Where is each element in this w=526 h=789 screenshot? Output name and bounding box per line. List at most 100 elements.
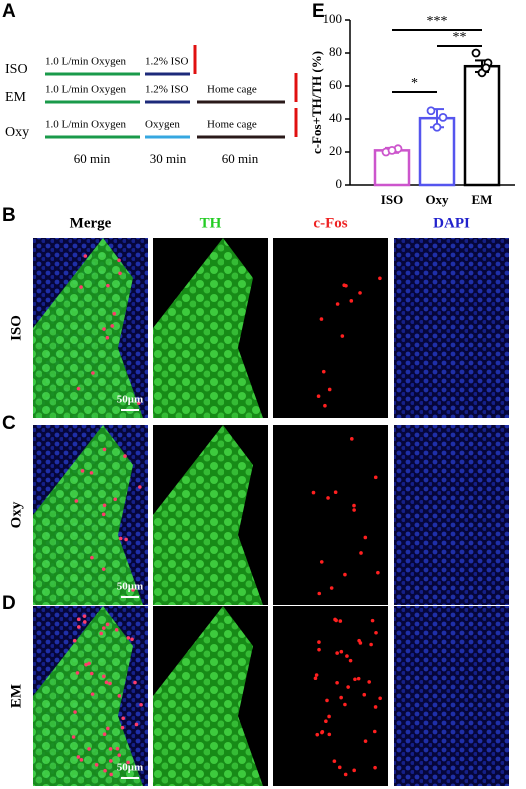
cfos-cell <box>352 508 356 512</box>
micrograph-bg <box>394 425 509 605</box>
cfos-cell <box>348 658 353 663</box>
cfos-cell <box>102 327 106 331</box>
cfos-cell <box>110 324 115 328</box>
significance-label: ** <box>453 30 467 45</box>
protocol-step-label: 1.2% ISO <box>145 56 188 68</box>
row-label: EM <box>8 684 24 708</box>
cfos-cell <box>346 685 350 689</box>
cfos-cell <box>76 617 81 622</box>
panel-label: A <box>2 1 16 22</box>
cfos-cell <box>106 726 110 731</box>
cfos-cell <box>89 471 94 475</box>
cfos-cell <box>112 311 117 316</box>
cfos-cell <box>74 499 79 503</box>
cfos-cell <box>76 755 81 759</box>
significance-label: *** <box>427 14 448 29</box>
th-signal <box>153 238 263 418</box>
micrograph: 50μm <box>33 425 148 605</box>
channel-title: Merge <box>70 215 112 231</box>
cfos-cell <box>139 702 143 707</box>
data-point <box>426 106 436 116</box>
cfos-cell <box>101 567 106 571</box>
cfos-cell <box>101 512 106 517</box>
micrograph <box>273 238 388 418</box>
cfos-cell <box>376 570 380 575</box>
cfos-cell <box>89 671 94 676</box>
protocol-row-label: Oxy <box>5 125 29 140</box>
cfos-cell <box>126 760 130 765</box>
cfos-cell <box>352 768 356 773</box>
y-axis-label: c-Fos+TH/TH (%) <box>309 51 324 154</box>
cfos-cell <box>77 625 81 629</box>
cfos-cell <box>317 591 322 596</box>
cfos-cell <box>99 631 104 636</box>
panel-label: B <box>2 205 16 226</box>
cfos-cell <box>113 497 118 502</box>
row-label: Oxy <box>8 501 24 528</box>
data-point <box>471 48 481 58</box>
y-tick-label: 60 <box>329 77 342 92</box>
cfos-cell <box>335 651 339 655</box>
x-tick-label: EM <box>472 192 493 207</box>
cfos-cell <box>311 490 316 495</box>
protocol-step-label: 1.0 L/min Oxygen <box>45 119 126 131</box>
th-signal <box>153 606 263 786</box>
cfos-cell <box>327 387 332 392</box>
cfos-cell <box>114 628 119 632</box>
cfos-cell <box>323 403 327 408</box>
micrograph-bg <box>394 606 509 786</box>
cfos-cell <box>103 768 107 773</box>
cfos-cell <box>320 730 325 734</box>
cfos-cell <box>325 698 329 703</box>
cfos-cell <box>83 620 87 624</box>
cfos-cell <box>71 735 76 739</box>
x-tick-label: Oxy <box>425 192 449 207</box>
th-signal <box>33 606 143 786</box>
micrograph: 50μm <box>33 606 148 786</box>
cfos-cell <box>87 747 91 751</box>
cfos-cell <box>105 622 110 627</box>
micrograph <box>394 425 509 605</box>
cfos-cell <box>90 555 94 560</box>
micrograph <box>394 606 509 786</box>
cfos-cell <box>131 588 135 592</box>
micrograph-bg <box>394 238 509 418</box>
cfos-cell <box>349 299 354 303</box>
bar <box>463 64 501 187</box>
cfos-cell <box>102 626 106 630</box>
cfos-cell <box>75 671 80 675</box>
cfos-cell <box>337 765 342 770</box>
cfos-cell <box>118 271 122 276</box>
cfos-cell <box>378 276 382 281</box>
cfos-cell <box>87 661 91 666</box>
y-tick-label: 80 <box>329 44 342 59</box>
cfos-cell <box>363 739 368 743</box>
cfos-cell <box>363 535 368 540</box>
protocol-step-label: Home cage <box>207 84 257 96</box>
cfos-cell <box>327 714 331 719</box>
protocol-step-label: Home cage <box>207 119 257 131</box>
cfos-cell <box>80 469 85 473</box>
cfos-cell <box>362 692 367 697</box>
cfos-cell <box>373 705 378 709</box>
cfos-cell <box>339 649 344 654</box>
cfos-cell <box>79 285 83 289</box>
cfos-cell <box>339 695 343 700</box>
cfos-cell <box>333 490 338 494</box>
cfos-cell <box>353 677 357 682</box>
significance-label: * <box>411 76 418 91</box>
cfos-cell <box>91 371 95 375</box>
cfos-cell <box>334 618 338 623</box>
cfos-cell <box>104 680 109 685</box>
cfos-cell <box>327 732 332 737</box>
th-signal <box>153 425 263 605</box>
cfos-cell <box>314 673 319 677</box>
cfos-cell <box>344 283 348 288</box>
cfos-cell <box>335 680 339 685</box>
cfos-cell <box>83 254 88 258</box>
data-point <box>438 112 448 122</box>
panel-label: D <box>2 593 16 614</box>
th-signal <box>33 238 143 418</box>
cfos-cell <box>109 772 113 777</box>
cfos-cell <box>373 475 378 480</box>
